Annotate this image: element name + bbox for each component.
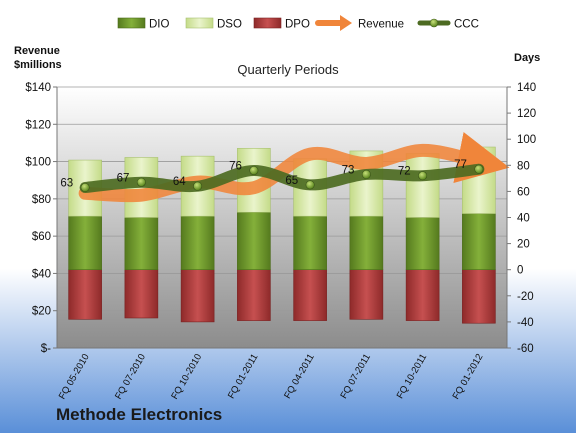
legend-label: CCC xyxy=(454,19,479,31)
legend-item-ccc: CCC xyxy=(417,18,479,31)
right-axis-unit: Days xyxy=(514,52,541,64)
ccc-data-label: 67 xyxy=(117,172,130,184)
left-tick-label: $- xyxy=(41,343,51,355)
dso-bar xyxy=(405,153,440,218)
left-tick-label: $140 xyxy=(25,82,51,94)
dio-bar xyxy=(237,211,271,270)
ccc-point xyxy=(474,164,484,174)
dio-bar xyxy=(462,213,496,271)
right-tick-label: 140 xyxy=(517,82,536,94)
ccc-data-label: 76 xyxy=(229,161,242,173)
legend-arrow-head xyxy=(340,15,352,31)
chart-subtitle: Quarterly Periods xyxy=(237,62,339,77)
legend-swatch xyxy=(117,17,146,29)
dpo-bar xyxy=(237,269,271,321)
right-tick-label: 40 xyxy=(517,213,530,225)
left-axis-unit-line2: $millions xyxy=(14,59,62,71)
revenue-line-group xyxy=(78,132,510,203)
right-tick-label: 120 xyxy=(517,108,536,120)
right-tick-label: 0 xyxy=(517,265,523,277)
ccc-point xyxy=(361,169,371,179)
ccc-data-label: 64 xyxy=(173,176,186,188)
company-name: Methode Electronics xyxy=(56,405,223,424)
ccc-line-group: 63 67 64 76 65 73 72 77 xyxy=(60,159,485,193)
ccc-data-label: 72 xyxy=(398,166,411,178)
plot-area xyxy=(57,87,507,348)
right-tick-label: -60 xyxy=(517,343,534,355)
dio-bar xyxy=(68,215,102,271)
right-tick-label: 60 xyxy=(517,186,530,198)
legend-item-revenue: Revenue xyxy=(315,15,404,31)
dpo-bar xyxy=(462,269,496,324)
revenue-line xyxy=(78,132,510,203)
dio-bar xyxy=(124,217,159,271)
dpo-bar xyxy=(349,269,384,320)
right-tick-label: -20 xyxy=(517,291,534,303)
dpo-bar xyxy=(293,269,327,321)
dpo-bar xyxy=(405,269,440,321)
right-tick-label: -40 xyxy=(517,317,534,329)
ccc-data-label: 65 xyxy=(285,175,298,187)
dio-bar xyxy=(349,215,384,271)
legend: DIO DSO DPO Revenue CCC xyxy=(117,15,479,31)
left-tick-label: $40 xyxy=(32,268,51,280)
right-tick-label: 20 xyxy=(517,239,530,251)
ccc-data-label: 63 xyxy=(60,177,73,189)
ccc-point xyxy=(80,182,90,192)
left-tick-label: $80 xyxy=(32,194,51,206)
left-axis-unit: Revenue $millions xyxy=(14,44,62,72)
legend-item-dio: DIO xyxy=(117,17,170,31)
dio-bar xyxy=(293,215,327,271)
legend-swatch xyxy=(185,17,214,29)
legend-swatch xyxy=(253,17,282,29)
right-tick-label: 100 xyxy=(517,134,536,146)
left-tick-label: $60 xyxy=(32,231,51,243)
legend-label: DSO xyxy=(217,19,242,31)
ccc-point xyxy=(305,180,315,190)
dio-bar xyxy=(180,215,215,271)
legend-item-dpo: DPO xyxy=(253,17,310,31)
dpo-bar xyxy=(124,269,159,319)
left-tick-label: $20 xyxy=(32,306,51,318)
legend-item-dso: DSO xyxy=(185,17,242,31)
legend-label: Revenue xyxy=(358,19,404,31)
ccc-data-label: 77 xyxy=(454,159,467,171)
left-tick-label: $120 xyxy=(25,119,51,131)
legend-label: DIO xyxy=(149,19,170,31)
ccc-data-label: 73 xyxy=(342,164,355,176)
left-axis-unit-line1: Revenue xyxy=(14,45,60,57)
legend-dot xyxy=(429,18,439,28)
ccc-point xyxy=(193,181,203,191)
right-tick-label: 80 xyxy=(517,160,530,172)
ccc-line xyxy=(79,163,485,193)
dio-bar xyxy=(405,217,440,271)
legend-label: DPO xyxy=(285,19,310,31)
ccc-point xyxy=(136,177,146,187)
ccc-point xyxy=(418,171,428,181)
dpo-bar xyxy=(68,269,102,320)
ccc-point xyxy=(249,166,259,176)
left-tick-label: $100 xyxy=(25,157,51,169)
dpo-bar xyxy=(180,269,215,323)
